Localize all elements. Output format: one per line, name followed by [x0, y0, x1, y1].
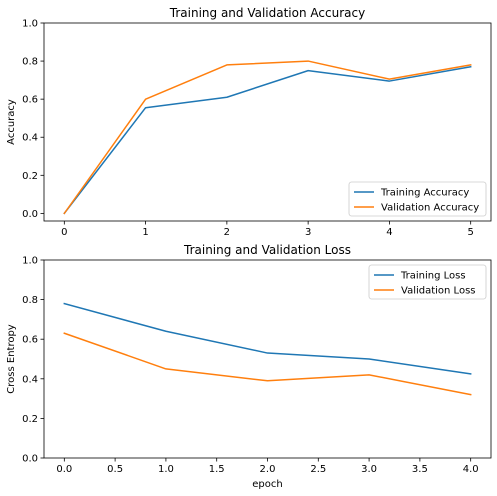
y-tick-label: 0.0	[22, 209, 38, 220]
x-tick-label: 4	[386, 227, 392, 238]
chart-title: Training and Validation Loss	[183, 243, 351, 257]
x-tick-label: 2	[224, 227, 230, 238]
chart-2: Training and Validation Loss 0.0 0.5 1.0 1.5…	[6, 243, 492, 490]
y-tick-label: 1.0	[22, 19, 38, 30]
x-tick-label: 3.0	[361, 464, 377, 475]
x-tick-label: 0.0	[56, 464, 72, 475]
y-axis-label: Cross Entropy	[6, 324, 17, 394]
x-tick-label: 1.0	[158, 464, 174, 475]
x-tick-label: 3.5	[412, 464, 428, 475]
legend-label: Validation Loss	[401, 286, 476, 297]
series-line-validation-accuracy	[63, 60, 472, 215]
y-tick-label: 0.6	[22, 95, 38, 106]
x-tick-label: 3	[305, 227, 311, 238]
y-tick-label: 0.4	[22, 133, 38, 144]
x-tick-label: 1	[142, 227, 148, 238]
x-tick-label: 5	[467, 227, 473, 238]
y-tick-label: 0.2	[22, 171, 38, 182]
y-tick-label: 0.6	[22, 335, 38, 346]
chart-1: Training and Validation Accuracy 0 1 2 3 4 5 0.…	[6, 6, 492, 238]
chart-title: Training and Validation Accuracy	[169, 6, 365, 20]
y-tick-label: 0.8	[22, 57, 38, 68]
x-tick-label: 2.5	[310, 464, 326, 475]
legend-label: Training Accuracy	[380, 188, 469, 199]
x-tick-label: 0.5	[107, 464, 123, 475]
x-tick-label: 2.0	[260, 464, 276, 475]
x-tick-label: 0	[61, 227, 67, 238]
legend-box	[368, 264, 487, 300]
x-tick-label: 1.5	[209, 464, 225, 475]
y-tick-label: 0.4	[22, 374, 38, 385]
y-tick-label: 0.8	[22, 295, 38, 306]
legend-label: Training Loss	[400, 271, 466, 282]
x-axis-label: epoch	[252, 479, 282, 490]
legend-label: Validation Accuracy	[381, 203, 479, 214]
x-tick-label: 4.0	[463, 464, 479, 475]
y-tick-label: 1.0	[22, 256, 38, 267]
y-axis-label: Accuracy	[6, 99, 17, 145]
plot-frame	[43, 22, 492, 222]
legend-box	[348, 181, 487, 217]
legend: Training Accuracy Validation Accuracy	[348, 181, 487, 217]
y-tick-label: 0.0	[22, 454, 38, 465]
y-tick-label: 0.2	[22, 414, 38, 425]
series-line-training-accuracy	[63, 65, 472, 215]
legend: Training Loss Validation Loss	[368, 264, 487, 300]
series-line-validation-loss	[63, 332, 472, 396]
series-line-training-loss	[63, 302, 472, 375]
